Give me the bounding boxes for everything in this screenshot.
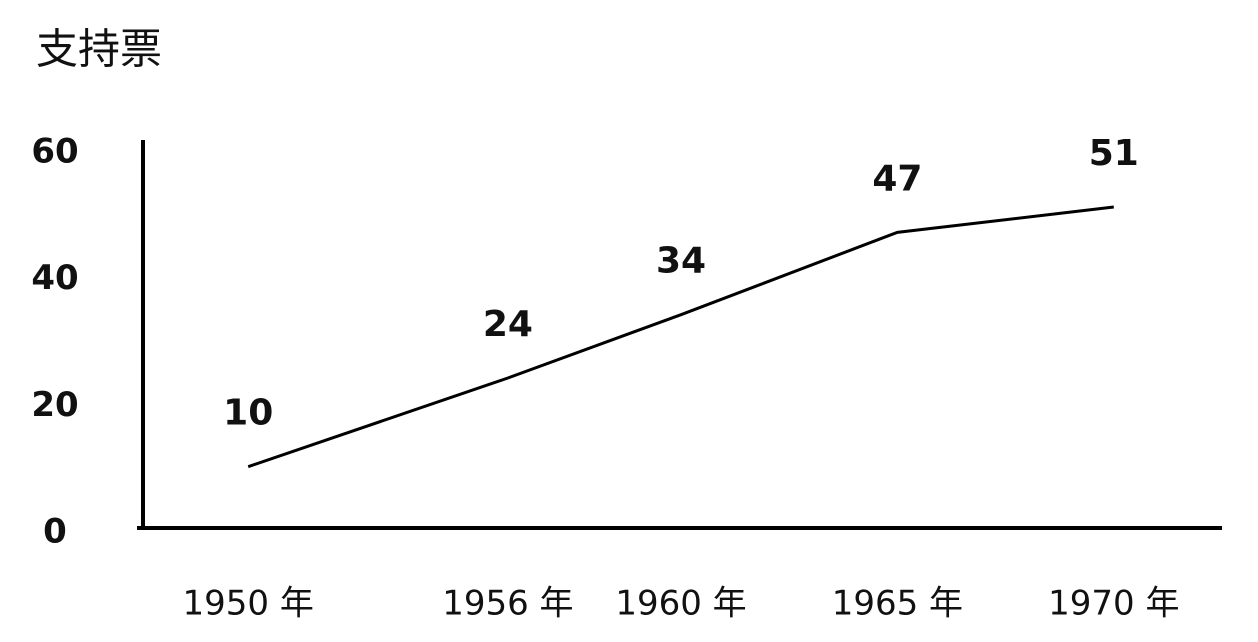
x-tick-label: 1950 年 xyxy=(183,584,314,624)
y-tick-label: 60 xyxy=(31,132,78,172)
value-label: 51 xyxy=(1089,133,1139,174)
chart-title: 支持票 xyxy=(36,25,162,74)
y-tick-label: 20 xyxy=(31,385,78,425)
data-line xyxy=(247,205,1114,469)
x-tick-label: 1956 年 xyxy=(442,584,573,624)
y-tick-label: 40 xyxy=(31,258,78,298)
x-tick-label: 1960 年 xyxy=(615,584,746,624)
value-label: 10 xyxy=(223,393,273,434)
value-label: 24 xyxy=(483,304,533,345)
x-tick-label: 1970 年 xyxy=(1048,584,1179,624)
value-label: 34 xyxy=(656,241,706,282)
value-label: 47 xyxy=(872,158,922,199)
x-tick-label: 1965 年 xyxy=(832,584,963,624)
y-tick-label: 0 xyxy=(43,512,67,552)
